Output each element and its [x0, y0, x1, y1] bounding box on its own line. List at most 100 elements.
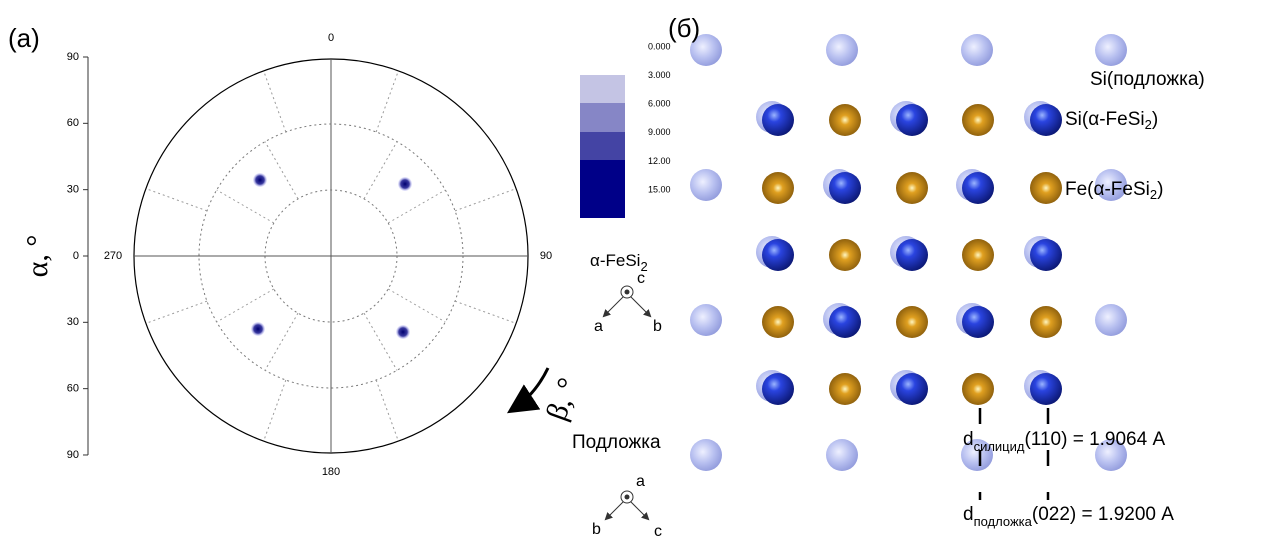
subscript: 2	[1145, 117, 1152, 132]
d-spacing: dподложка(022) = 1.9200 A	[963, 504, 1174, 529]
axis-letter: a	[636, 473, 645, 490]
si-silicide-atom	[1030, 239, 1062, 271]
grid-radial	[263, 379, 287, 442]
axis-letter: c	[637, 270, 645, 287]
si-substrate-atom	[1095, 439, 1127, 471]
axes-title: Подложка	[572, 432, 661, 453]
grid-radial	[264, 141, 299, 200]
si-substrate-atom	[690, 169, 722, 201]
axis-letter: c	[654, 523, 662, 540]
grid-radial	[216, 189, 275, 224]
pole-spot	[251, 322, 265, 336]
tick-label: 30	[67, 316, 79, 328]
legend-text: Si(подложка)	[1090, 69, 1205, 90]
si-silicide-atom	[762, 239, 794, 271]
colorbar-label: 12.00	[648, 156, 671, 166]
fe-atom	[962, 104, 994, 136]
grid-radial	[363, 312, 398, 371]
axis-letter: a	[594, 318, 603, 335]
tick-label: 30	[67, 184, 79, 196]
legend-main: Fe(α-FeSi	[1065, 179, 1150, 200]
colorbar-band	[580, 160, 625, 218]
tick-label: 90	[67, 449, 79, 461]
si-substrate-atom	[1095, 304, 1127, 336]
legend-main: Si(α-FeSi	[1065, 109, 1145, 130]
fe-atom	[896, 172, 928, 204]
axes-icon	[602, 285, 652, 318]
colorbar-label: 3.000	[648, 70, 671, 80]
si-substrate-atom	[826, 34, 858, 66]
colorbar-band	[580, 75, 625, 103]
fe-atom	[896, 306, 928, 338]
grid-circle	[198, 123, 464, 389]
fe-atom	[829, 239, 861, 271]
fe-atom	[962, 373, 994, 405]
d-symbol: d	[963, 504, 974, 525]
axis-letter: b	[592, 521, 601, 538]
grid-radial	[363, 141, 398, 200]
grid-radial	[387, 288, 446, 323]
si-silicide-atom	[1030, 104, 1062, 136]
pole-spot	[396, 325, 410, 339]
fe-atom	[829, 104, 861, 136]
colorbar-band	[580, 103, 625, 132]
si-silicide-atom	[962, 172, 994, 204]
si-silicide-atom	[762, 104, 794, 136]
subscript: 2	[1150, 187, 1157, 202]
fe-atom	[962, 239, 994, 271]
grid-radial	[375, 379, 399, 442]
colorbar-label: 0.000	[648, 41, 671, 51]
legend-tail: )	[1152, 109, 1158, 130]
fe-atom	[1030, 306, 1062, 338]
si-substrate-atom	[961, 34, 993, 66]
si-substrate-atom	[1095, 169, 1127, 201]
d-spacing: dсилицид(110) = 1.9064 A	[963, 429, 1165, 454]
grid-radial	[454, 188, 517, 212]
colorbar	[580, 75, 625, 218]
si-substrate-atom	[690, 304, 722, 336]
legend-tail: )	[1157, 179, 1163, 200]
axes-icon	[604, 490, 650, 521]
angle-label: 180	[322, 466, 340, 478]
colorbar-band	[580, 132, 625, 160]
d-value: (110) = 1.9064 A	[1024, 429, 1165, 450]
axes-title: α-FeSi2	[590, 251, 648, 274]
tick-label: 0	[73, 250, 79, 262]
angle-label: 90	[540, 250, 552, 262]
fe-atom	[829, 373, 861, 405]
grid-radial	[145, 188, 208, 212]
beta-arrow	[506, 367, 550, 414]
si-substrate-atom	[690, 439, 722, 471]
axes-title-text: α-FeSi	[590, 251, 640, 270]
si-silicide-atom	[896, 373, 928, 405]
grid-radial	[216, 288, 275, 323]
d-symbol: d	[963, 429, 974, 450]
colorbar-label: 15.00	[648, 184, 671, 194]
pole-spot	[253, 173, 267, 187]
fe-atom	[762, 172, 794, 204]
grid-radial	[387, 189, 446, 224]
grid-circle	[264, 189, 398, 323]
si-substrate-atom	[826, 439, 858, 471]
si-substrate-atom	[961, 439, 993, 471]
grid-radial	[145, 300, 208, 324]
angle-label: 0	[328, 32, 334, 44]
tick-label: 90	[67, 51, 79, 63]
colorbar-label: 6.000	[648, 99, 671, 109]
pole-spot	[398, 177, 412, 191]
panel-label: (б)	[668, 13, 700, 43]
si-silicide-atom	[762, 373, 794, 405]
fe-atom	[1030, 172, 1062, 204]
subscript: силицид	[974, 439, 1025, 454]
grid-radial	[375, 70, 399, 133]
fe-atom	[762, 306, 794, 338]
si-silicide-atom	[829, 172, 861, 204]
alpha-axis-label: α, °	[21, 235, 54, 278]
grid-radial	[264, 312, 299, 371]
tick-label: 60	[67, 117, 79, 129]
si-silicide-atom	[1030, 373, 1062, 405]
subscript: подложка	[974, 514, 1033, 529]
angle-label: 270	[104, 250, 122, 262]
grid-radial	[454, 300, 517, 324]
